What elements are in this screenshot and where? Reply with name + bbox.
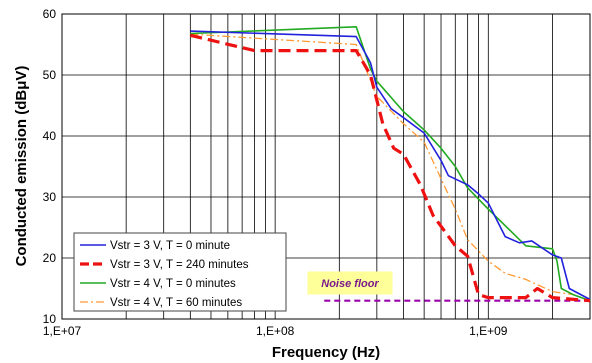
- y-tick-label: 60: [43, 7, 57, 21]
- legend-label-2: Vstr = 3 V, T = 240 minutes: [110, 259, 249, 271]
- legend: Vstr = 3 V, T = 0 minute Vstr = 3 V, T = …: [73, 232, 287, 312]
- y-tick-label: 10: [43, 312, 57, 326]
- noise-floor-annotation: Noise floor: [307, 271, 393, 295]
- legend-label-3: Vstr = 4 V, T = 0 minutes: [110, 278, 236, 290]
- plot-area-border: [61, 13, 591, 320]
- series-line-4: [190, 33, 591, 302]
- y-tick-labels: 10 20 30 40 50 60: [43, 7, 57, 326]
- series-lines: [189, 25, 591, 303]
- noise-floor-label: Noise floor: [321, 278, 379, 290]
- legend-label-1: Vstr = 3 V, T = 0 minute: [110, 240, 230, 252]
- x-axis-title: Frequency (Hz): [272, 344, 380, 361]
- y-tick-label: 20: [43, 251, 57, 265]
- x-tick-label: 1,E+08: [256, 324, 295, 338]
- y-axis-title: Conducted emission (dBμV): [13, 66, 30, 267]
- x-tick-label: 1,E+07: [43, 324, 82, 338]
- y-tick-label: 50: [43, 68, 57, 82]
- y-tick-label: 30: [43, 190, 57, 204]
- series-line-1: [190, 30, 591, 301]
- legend-box: [73, 232, 287, 312]
- noise-floor-label-box: [307, 271, 393, 295]
- x-tick-label: 1,E+09: [469, 324, 508, 338]
- x-tick-labels: 1,E+07 1,E+08 1,E+09: [43, 324, 508, 338]
- y-tick-label: 40: [43, 129, 57, 143]
- legend-label-4: Vstr = 4 V, T = 60 minutes: [110, 297, 242, 309]
- series-line-2: [189, 33, 591, 303]
